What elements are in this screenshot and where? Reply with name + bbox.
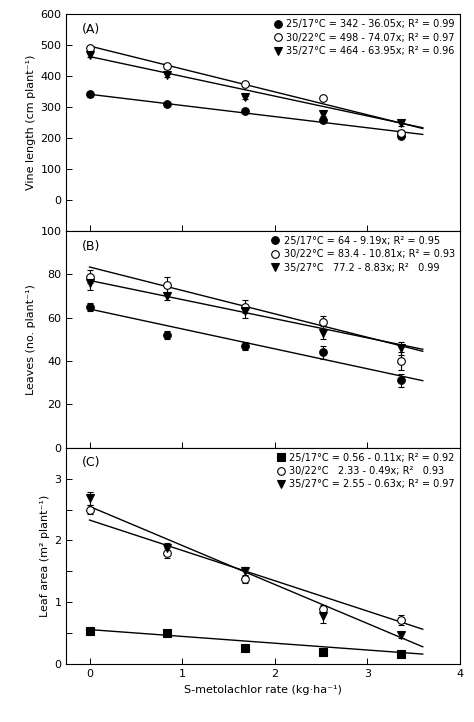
Text: (A): (A) (82, 23, 100, 36)
Y-axis label: Leaf area (m² plant⁻¹): Leaf area (m² plant⁻¹) (40, 495, 50, 617)
Y-axis label: Vine length (cm plant⁻¹): Vine length (cm plant⁻¹) (26, 55, 36, 191)
Legend: 25/17°C = 0.56 - 0.11x; R² = 0.92, 30/22°C   2.33 - 0.49x; R²   0.93, 35/27°C = : 25/17°C = 0.56 - 0.11x; R² = 0.92, 30/22… (272, 450, 458, 492)
Text: (C): (C) (82, 456, 100, 469)
Legend: 25/17°C = 342 - 36.05x; R² = 0.99, 30/22°C = 498 - 74.07x; R² = 0.97, 35/27°C = : 25/17°C = 342 - 36.05x; R² = 0.99, 30/22… (269, 17, 458, 59)
Legend: 25/17°C = 64 - 9.19x; R² = 0.95, 30/22°C = 83.4 - 10.81x; R² = 0.93, 35/27°C   7: 25/17°C = 64 - 9.19x; R² = 0.95, 30/22°C… (266, 233, 458, 276)
Text: (B): (B) (82, 240, 100, 253)
Y-axis label: Leaves (no. plant⁻¹): Leaves (no. plant⁻¹) (27, 284, 36, 395)
X-axis label: S-metolachlor rate (kg·ha⁻¹): S-metolachlor rate (kg·ha⁻¹) (184, 684, 342, 695)
